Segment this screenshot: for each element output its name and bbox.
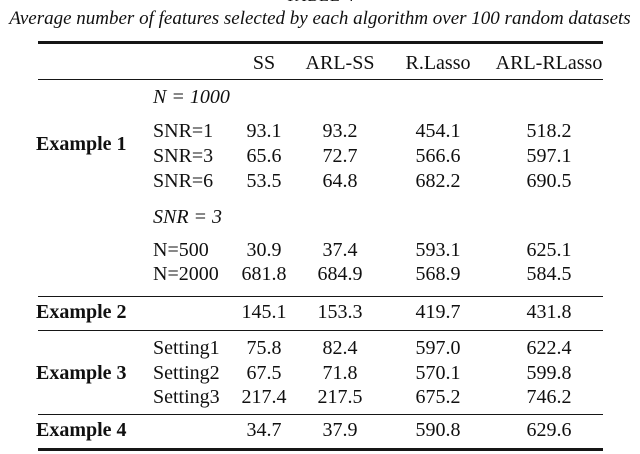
cell-value: 597.1 xyxy=(526,145,572,167)
col-header-arl-ss: ARL-SS xyxy=(305,52,375,74)
section-rule-above-example4 xyxy=(38,413,603,416)
cell-value: 599.8 xyxy=(526,362,572,384)
cell-value: 590.8 xyxy=(415,419,461,441)
cell-value: 584.5 xyxy=(526,263,572,285)
row-label-snr1: SNR=1 xyxy=(153,120,214,142)
cell-value: 217.5 xyxy=(317,386,363,408)
subheader-snr3: SNR = 3 xyxy=(153,206,223,228)
table-title: Average number of features selected by e… xyxy=(9,8,631,29)
cell-value: 682.2 xyxy=(415,170,461,192)
cell-value: 71.8 xyxy=(322,362,358,384)
cell-value: 65.6 xyxy=(246,145,282,167)
cell-value: 681.8 xyxy=(241,263,287,285)
cell-value: 570.1 xyxy=(415,362,461,384)
cell-value: 64.8 xyxy=(322,170,358,192)
cell-value: 622.4 xyxy=(526,337,572,359)
cell-value: 37.4 xyxy=(322,239,358,261)
cell-value: 37.9 xyxy=(322,419,358,441)
cell-value: 746.2 xyxy=(526,386,572,408)
cell-value: 72.7 xyxy=(322,145,358,167)
cell-value: 34.7 xyxy=(246,419,282,441)
cell-value: 153.3 xyxy=(317,301,363,323)
cell-value: 217.4 xyxy=(241,386,287,408)
cell-value: 625.1 xyxy=(526,239,572,261)
cell-value: 566.6 xyxy=(415,145,461,167)
cell-value: 454.1 xyxy=(415,120,461,142)
col-header-rlasso: R.Lasso xyxy=(405,52,471,74)
cell-value: 593.1 xyxy=(415,239,461,261)
cell-value: 675.2 xyxy=(415,386,461,408)
row-label-snr6: SNR=6 xyxy=(153,170,214,192)
bottom-rule xyxy=(38,448,603,451)
cell-value: 75.8 xyxy=(246,337,282,359)
group-label-example4: Example 4 xyxy=(36,419,127,441)
cell-value: 684.9 xyxy=(317,263,363,285)
group-label-example3: Example 3 xyxy=(36,362,127,384)
section-rule-below-example2 xyxy=(38,329,603,332)
cell-value: 145.1 xyxy=(241,301,287,323)
row-label-setting1: Setting1 xyxy=(153,337,220,359)
group-label-example2: Example 2 xyxy=(36,301,127,323)
table-number-caption: TABLE 4 xyxy=(0,0,640,5)
cell-value: 93.2 xyxy=(322,120,358,142)
cell-value: 53.5 xyxy=(246,170,282,192)
cell-value: 30.9 xyxy=(246,239,282,261)
cell-value: 93.1 xyxy=(246,120,282,142)
cell-value: 82.4 xyxy=(322,337,358,359)
cell-value: 419.7 xyxy=(415,301,461,323)
group-label-example1: Example 1 xyxy=(36,133,127,155)
row-label-snr3: SNR=3 xyxy=(153,145,214,167)
col-header-arl-rlasso: ARL-RLasso xyxy=(495,52,603,74)
cell-value: 518.2 xyxy=(526,120,572,142)
row-label-setting3: Setting3 xyxy=(153,386,220,408)
cell-value: 629.6 xyxy=(526,419,572,441)
subheader-n1000: N = 1000 xyxy=(153,86,230,108)
header-rule xyxy=(38,78,603,81)
cell-value: 690.5 xyxy=(526,170,572,192)
cell-value: 431.8 xyxy=(526,301,572,323)
row-label-n500: N=500 xyxy=(153,239,209,261)
top-rule xyxy=(38,41,603,44)
row-label-setting2: Setting2 xyxy=(153,362,220,384)
cell-value: 568.9 xyxy=(415,263,461,285)
cell-value: 67.5 xyxy=(246,362,282,384)
cell-value: 597.0 xyxy=(415,337,461,359)
row-label-n2000: N=2000 xyxy=(153,263,219,285)
col-header-ss: SS xyxy=(252,52,276,74)
section-rule-above-example2 xyxy=(38,295,603,298)
